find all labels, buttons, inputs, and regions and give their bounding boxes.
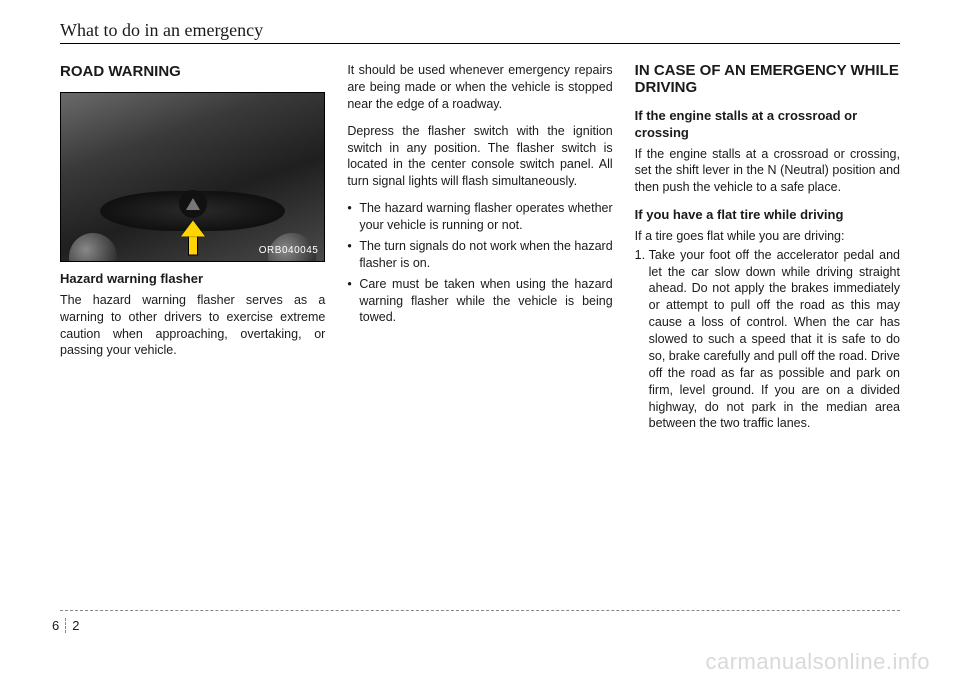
col2-bullets: The hazard warning flasher operates whet… bbox=[347, 200, 612, 326]
bullet-item: The turn signals do not work when the ha… bbox=[347, 238, 612, 272]
emergency-title: IN CASE OF AN EMERGENCY WHILE DRIVING bbox=[635, 62, 900, 97]
header-title: What to do in an emergency bbox=[60, 20, 900, 41]
column-1: ROAD WARNING ORB040045 Hazard warning fl… bbox=[60, 62, 325, 432]
manual-page: What to do in an emergency ROAD WARNING … bbox=[0, 0, 960, 689]
bullet-item: Care must be taken when using the hazard… bbox=[347, 276, 612, 327]
dial-left bbox=[69, 233, 117, 262]
road-warning-title: ROAD WARNING bbox=[60, 62, 325, 82]
page-number: 6 2 bbox=[52, 618, 79, 633]
hazard-flasher-text: The hazard warning flasher serves as a w… bbox=[60, 292, 325, 360]
header-rule: What to do in an emergency bbox=[60, 20, 900, 44]
content-columns: ROAD WARNING ORB040045 Hazard warning fl… bbox=[60, 62, 900, 432]
pointer-arrow-icon bbox=[181, 220, 205, 255]
step-number: 1. bbox=[635, 247, 645, 264]
col2-para1: It should be used whenever emergency rep… bbox=[347, 62, 612, 113]
step-item: 1. Take your foot off the accelerator pe… bbox=[635, 247, 900, 433]
step-text: Take your foot off the accelerator pedal… bbox=[649, 248, 900, 431]
flat-tire-intro: If a tire goes flat while you are drivin… bbox=[635, 228, 900, 245]
column-2: It should be used whenever emergency rep… bbox=[347, 62, 612, 432]
section-number: 6 bbox=[52, 618, 66, 633]
bullet-item: The hazard warning flasher operates whet… bbox=[347, 200, 612, 234]
column-3: IN CASE OF AN EMERGENCY WHILE DRIVING If… bbox=[635, 62, 900, 432]
hazard-button-icon bbox=[179, 190, 207, 218]
watermark: carmanualsonline.info bbox=[705, 649, 930, 675]
footer-rule bbox=[60, 610, 900, 611]
stall-text: If the engine stalls at a crossroad or c… bbox=[635, 146, 900, 197]
hazard-flasher-photo: ORB040045 bbox=[60, 92, 325, 262]
flat-tire-steps: 1. Take your foot off the accelerator pe… bbox=[635, 247, 900, 433]
flat-tire-subtitle: If you have a flat tire while driving bbox=[635, 206, 900, 224]
stall-subtitle: If the engine stalls at a crossroad or c… bbox=[635, 107, 900, 142]
col2-para2: Depress the flasher switch with the igni… bbox=[347, 123, 612, 191]
page-index: 2 bbox=[72, 618, 79, 633]
hazard-flasher-subtitle: Hazard warning flasher bbox=[60, 270, 325, 288]
photo-caption: ORB040045 bbox=[259, 244, 319, 258]
